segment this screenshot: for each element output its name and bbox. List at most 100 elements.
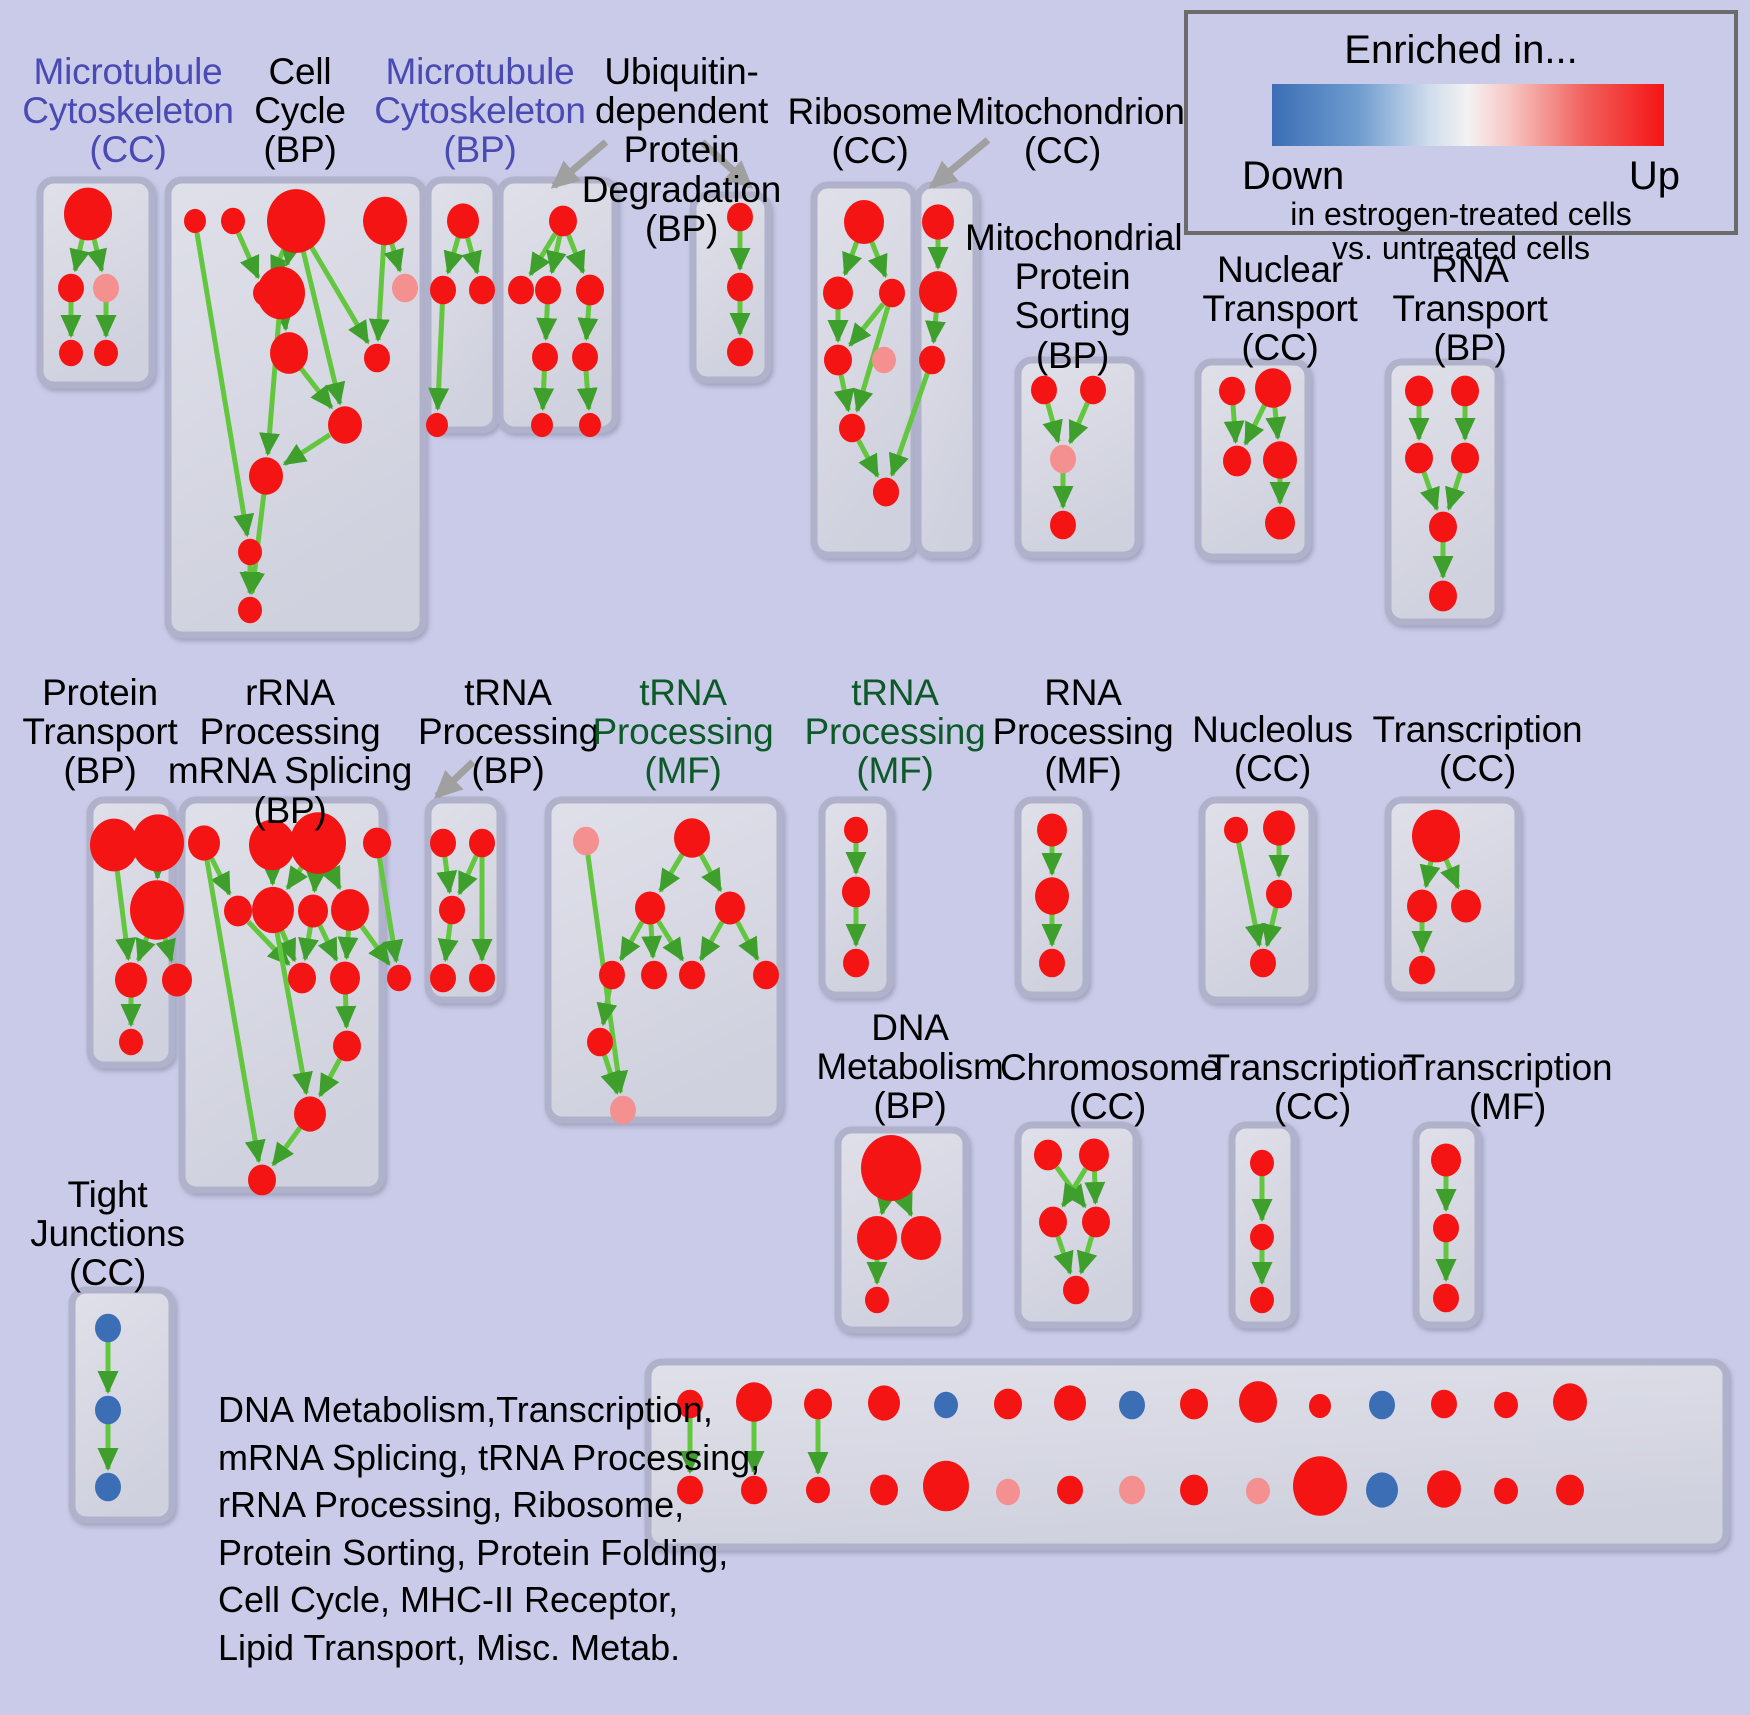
node-dna_metabolism-2[interactable] (901, 1216, 941, 1260)
node-microtubule_cc-0[interactable] (64, 187, 112, 241)
node-ubiquitin-6[interactable] (531, 412, 553, 438)
node-nucleolus-1[interactable] (1263, 810, 1295, 846)
node-trna_mf_big-3[interactable] (715, 891, 745, 925)
node-misc_grid-19[interactable] (923, 1460, 969, 1512)
node-rna_processing_mf-2[interactable] (1039, 948, 1065, 978)
node-ubiquitin-7[interactable] (579, 412, 601, 438)
node-misc_grid-9[interactable] (1239, 1381, 1277, 1423)
node-ubiquitin_chain-0[interactable] (727, 202, 753, 232)
node-cell_cycle-7[interactable] (270, 332, 308, 374)
node-cell_cycle-5[interactable] (257, 266, 305, 320)
node-transcription_cc_top-3[interactable] (1409, 955, 1435, 985)
node-microtubule_cc-4[interactable] (94, 339, 118, 367)
node-protein_transport-4[interactable] (162, 963, 192, 997)
node-rrna_mrna-2[interactable] (290, 812, 346, 874)
node-chromosome-0[interactable] (1034, 1139, 1062, 1171)
node-transcription_cc_top-0[interactable] (1412, 809, 1460, 863)
node-rrna_mrna-3[interactable] (363, 827, 391, 859)
node-cell_cycle-12[interactable] (238, 596, 262, 624)
node-misc_grid-24[interactable] (1246, 1477, 1270, 1505)
node-transcription_cc_top-1[interactable] (1407, 889, 1437, 923)
node-misc_grid-16[interactable] (741, 1475, 767, 1505)
node-trna_mf_big-2[interactable] (635, 891, 665, 925)
node-mito_sorting-0[interactable] (1031, 375, 1057, 405)
node-microtubule_bp-1[interactable] (430, 275, 456, 305)
node-rna_transport-3[interactable] (1451, 442, 1479, 474)
node-protein_transport-2[interactable] (130, 880, 184, 940)
node-ribosome-4[interactable] (872, 346, 896, 374)
node-misc_grid-21[interactable] (1057, 1475, 1083, 1505)
node-microtubule_cc-2[interactable] (93, 273, 119, 303)
node-rrna_mrna-0[interactable] (188, 825, 220, 861)
node-transcription_cc_bot-0[interactable] (1250, 1149, 1274, 1177)
node-rrna_mrna-12[interactable] (294, 1096, 326, 1132)
node-trna_mf_big-0[interactable] (573, 826, 599, 856)
node-mitochondrion-0[interactable] (922, 204, 954, 240)
node-chromosome-4[interactable] (1063, 1275, 1089, 1305)
node-misc_grid-18[interactable] (870, 1474, 898, 1506)
node-microtubule_cc-3[interactable] (59, 339, 83, 367)
node-rna_transport-0[interactable] (1405, 375, 1433, 407)
node-transcription_cc_bot-1[interactable] (1250, 1223, 1274, 1251)
node-ubiquitin-3[interactable] (576, 274, 604, 306)
node-nucleolus-0[interactable] (1224, 816, 1248, 844)
node-misc_grid-5[interactable] (994, 1388, 1022, 1420)
node-ribosome-2[interactable] (879, 278, 905, 308)
node-nucleolus-3[interactable] (1250, 948, 1276, 978)
node-misc_grid-20[interactable] (996, 1478, 1020, 1506)
node-misc_grid-6[interactable] (1054, 1385, 1086, 1421)
node-transcription_cc_bot-2[interactable] (1250, 1286, 1274, 1314)
node-mitochondrion-3[interactable] (873, 477, 899, 507)
node-ubiquitin-2[interactable] (535, 275, 561, 305)
node-misc_grid-23[interactable] (1180, 1474, 1208, 1506)
node-trna_mf_big-7[interactable] (753, 960, 779, 990)
node-rrna_mrna-4[interactable] (224, 895, 252, 927)
node-misc_grid-11[interactable] (1369, 1390, 1395, 1420)
node-misc_grid-26[interactable] (1366, 1472, 1398, 1508)
node-nucleolus-2[interactable] (1266, 879, 1292, 909)
node-misc_grid-15[interactable] (677, 1475, 703, 1505)
node-nuclear_transport-4[interactable] (1265, 506, 1295, 540)
node-mito_sorting-1[interactable] (1080, 375, 1106, 405)
node-mito_sorting-2[interactable] (1050, 444, 1076, 474)
node-transcription_mf-2[interactable] (1433, 1283, 1459, 1313)
node-protein_transport-3[interactable] (115, 962, 147, 998)
node-misc_grid-25[interactable] (1293, 1456, 1347, 1516)
node-misc_grid-1[interactable] (736, 1382, 772, 1422)
node-protein_transport-5[interactable] (119, 1028, 143, 1056)
node-rna_processing_mf-1[interactable] (1035, 877, 1069, 915)
node-trna_mf_small-0[interactable] (844, 816, 868, 844)
node-cell_cycle-3[interactable] (363, 196, 407, 246)
node-protein_transport-0[interactable] (90, 818, 138, 872)
node-misc_grid-10[interactable] (1309, 1393, 1331, 1419)
node-rrna_mrna-1[interactable] (249, 819, 295, 871)
node-misc_grid-8[interactable] (1180, 1388, 1208, 1420)
node-dna_metabolism-3[interactable] (865, 1286, 889, 1314)
node-microtubule_bp-0[interactable] (447, 203, 479, 239)
node-ubiquitin-1[interactable] (508, 275, 534, 305)
node-trna_mf_small-2[interactable] (843, 948, 869, 978)
node-mitochondrion-1[interactable] (919, 271, 957, 313)
node-ribosome-1[interactable] (823, 276, 853, 310)
node-trna_bp-1[interactable] (469, 828, 495, 858)
node-rna_transport-5[interactable] (1429, 580, 1457, 612)
node-cell_cycle-8[interactable] (364, 343, 390, 373)
node-rrna_mrna-8[interactable] (288, 962, 316, 994)
node-misc_grid-22[interactable] (1119, 1475, 1145, 1505)
node-ribosome-3[interactable] (824, 344, 852, 376)
node-ubiquitin-5[interactable] (572, 342, 598, 372)
node-transcription_cc_top-2[interactable] (1451, 889, 1481, 923)
node-misc_grid-4[interactable] (934, 1391, 958, 1419)
node-trna_mf_big-1[interactable] (674, 818, 710, 858)
node-cell_cycle-11[interactable] (238, 538, 262, 566)
node-misc_grid-28[interactable] (1494, 1477, 1518, 1505)
node-ubiquitin-4[interactable] (532, 342, 558, 372)
node-nuclear_transport-0[interactable] (1219, 376, 1245, 406)
node-misc_grid-27[interactable] (1427, 1470, 1461, 1508)
node-misc_grid-14[interactable] (1553, 1383, 1587, 1421)
node-misc_grid-2[interactable] (804, 1388, 832, 1420)
node-misc_grid-12[interactable] (1431, 1389, 1457, 1419)
node-cell_cycle-10[interactable] (249, 457, 283, 495)
node-misc_grid-17[interactable] (806, 1476, 830, 1504)
node-microtubule_bp-3[interactable] (426, 412, 448, 438)
